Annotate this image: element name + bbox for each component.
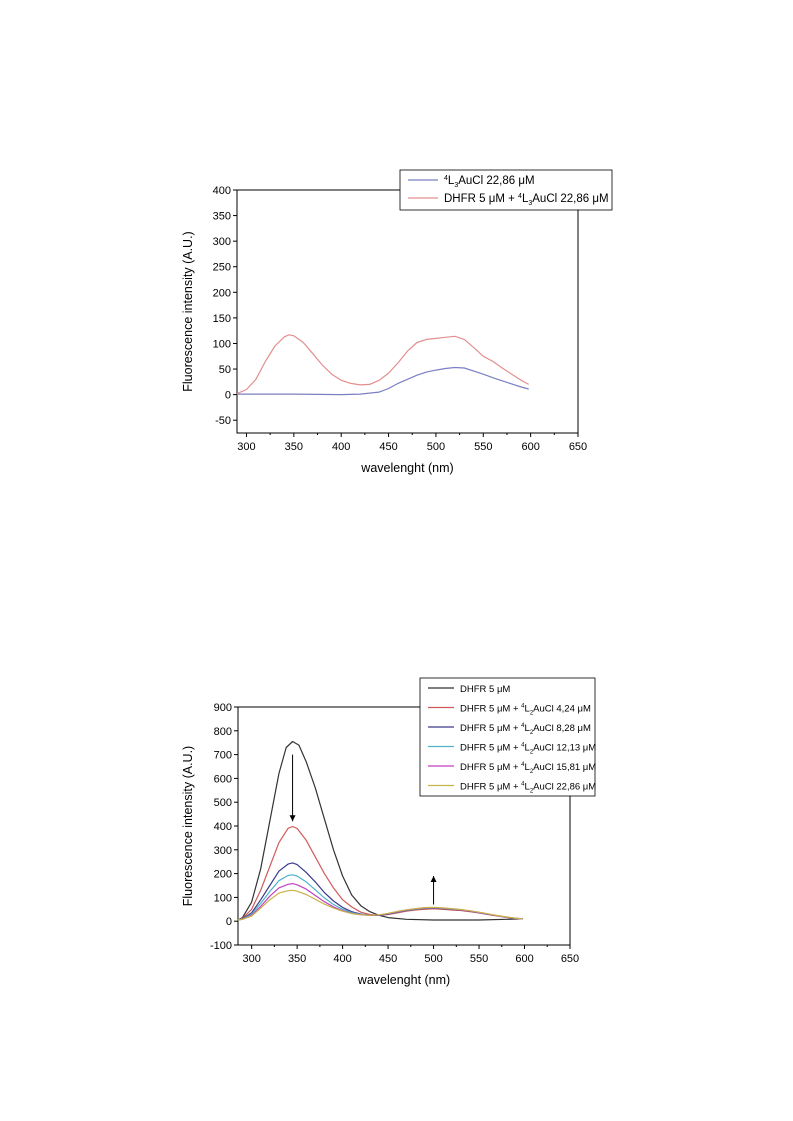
legend-text-part: 2 [530, 730, 534, 736]
series-line [237, 740, 523, 921]
legend-text-part: AuCl 15,81 μM [533, 762, 596, 773]
x-tick-label: 450 [379, 441, 397, 453]
series-line [237, 825, 523, 921]
legend-text-part: 4 [521, 782, 525, 788]
legend-text-part: DHFR 5 μM + [460, 723, 521, 734]
legend-entry: DHFR 5 μM + 4L2AuCl 12,13 μM [460, 743, 596, 756]
legend-text-part: 3 [454, 182, 458, 189]
y-tick-label: 400 [213, 185, 231, 197]
legend-text-part: L [525, 743, 530, 754]
y-tick-label: 400 [214, 821, 232, 833]
y-tick-label: 350 [213, 211, 231, 223]
legend-text-part: L [448, 175, 455, 187]
legend-text-part: 3 [528, 200, 532, 207]
legend-text-part: AuCl 8,28 μM [533, 723, 591, 734]
y-tick-label: -100 [210, 940, 232, 952]
legend-text-part: 4 [521, 723, 525, 729]
legend-text-part: DHFR 5 μM + [460, 782, 521, 793]
x-tick-label: 300 [242, 953, 260, 965]
y-tick-label: 200 [214, 869, 232, 881]
y-tick-label: 300 [213, 236, 231, 248]
legend-entry: DHFR 5 μM [460, 684, 510, 695]
series-line [237, 366, 529, 396]
y-axis-title: Fluorescence intensity (A.U.) [181, 231, 195, 391]
y-tick-label: 50 [219, 364, 231, 376]
x-tick-label: 400 [333, 953, 351, 965]
chart-top: 300 350 400 450 500 550 600 650 -50 0 50 100 150 200 2… [181, 169, 613, 475]
legend-entry: DHFR 5 μM + 4L2AuCl 4,24 μM [460, 704, 591, 717]
legend-text-part: AuCl 22,86 μM [458, 175, 534, 187]
legend-box [419, 677, 596, 797]
legend-entry: DHFR 5 μM + 4L2AuCl 15,81 μM [460, 762, 596, 775]
x-tick-label: 550 [470, 953, 488, 965]
y-axis-title: Fluorescence intensity (A.U.) [181, 746, 195, 906]
x-tick-label: 450 [379, 953, 397, 965]
y-tick-label: 800 [214, 726, 232, 738]
y-tick-label: 100 [214, 892, 232, 904]
legend-entry: 4L3AuCl 22,86 μM [444, 175, 535, 189]
legend-box [399, 169, 613, 211]
plot-frame [236, 189, 579, 434]
chart-bottom: 300 350 400 450 500 550 600 650 -100 0 100 200 300 40… [181, 677, 596, 987]
x-tick-label: 550 [474, 441, 492, 453]
y-tick-label: 200 [213, 287, 231, 299]
series-line [237, 889, 523, 921]
legend-text-part: AuCl 12,13 μM [533, 743, 596, 754]
legend-text-part: 4 [521, 762, 525, 768]
legend-text-part: 2 [530, 789, 534, 795]
series-line [237, 862, 523, 921]
legend-text-part: DHFR 5 μM + [460, 762, 521, 773]
legend-text-part: L [525, 704, 530, 715]
x-axis-title: wavelenght (nm) [360, 461, 453, 475]
x-axis-title: wavelenght (nm) [357, 973, 450, 987]
legend-text-part: 2 [530, 750, 534, 756]
y-tick-label: 900 [214, 702, 232, 714]
legend-entry: DHFR 5 μM + 4L2AuCl 22,86 μM [460, 782, 596, 795]
legend-text-part: 4 [521, 704, 525, 710]
legend-text-part: AuCl 22,86 μM [533, 782, 596, 793]
legend-text-part: DHFR 5 μM + [460, 704, 521, 715]
legend-text-part: DHFR 5 μM + [444, 193, 518, 205]
series-line [236, 334, 529, 395]
x-tick-label: 650 [561, 953, 579, 965]
legend-text-part: 4 [518, 193, 522, 200]
y-tick-label: 700 [214, 750, 232, 762]
y-tick-label: 300 [214, 845, 232, 857]
legend-text-part: AuCl 4,24 μM [533, 704, 591, 715]
legend-text-part: L [525, 762, 530, 773]
y-tick-label: 250 [213, 262, 231, 274]
legend-text-part: DHFR 5 μM + [460, 743, 521, 754]
x-tick-label: 650 [569, 441, 587, 453]
legend-entry: DHFR 5 μM + 4L2AuCl 8,28 μM [460, 723, 591, 736]
y-tick-label: 0 [226, 916, 232, 928]
x-tick-label: 600 [515, 953, 533, 965]
legend-text-part: 2 [530, 711, 534, 717]
x-tick-label: 400 [332, 441, 350, 453]
y-tick-label: 600 [214, 773, 232, 785]
legend-text-part: AuCl 22,86 μM [532, 193, 608, 205]
y-tick-label: 500 [214, 797, 232, 809]
x-tick-label: 350 [288, 953, 306, 965]
y-tick-label: 100 [213, 338, 231, 350]
legend-text-part: L [525, 782, 530, 793]
legend-text-part: 4 [521, 743, 525, 749]
legend-entry: DHFR 5 μM + 4L3AuCl 22,86 μM [444, 193, 609, 207]
legend-text-part: L [522, 193, 529, 205]
annotation-arrow-head [289, 815, 296, 822]
legend-text-part: DHFR 5 μM [460, 684, 510, 695]
y-tick-label: 0 [225, 390, 231, 402]
legend-text-part: 4 [444, 175, 448, 182]
x-tick-label: 500 [424, 953, 442, 965]
y-tick-label: 150 [213, 313, 231, 325]
annotation-arrow-head [430, 875, 437, 882]
x-tick-label: 500 [427, 441, 445, 453]
x-tick-label: 600 [521, 441, 539, 453]
legend-text-part: L [525, 723, 530, 734]
x-tick-label: 300 [237, 441, 255, 453]
legend-text-part: 2 [530, 769, 534, 775]
y-tick-label: -50 [215, 415, 231, 427]
x-tick-label: 350 [285, 441, 303, 453]
